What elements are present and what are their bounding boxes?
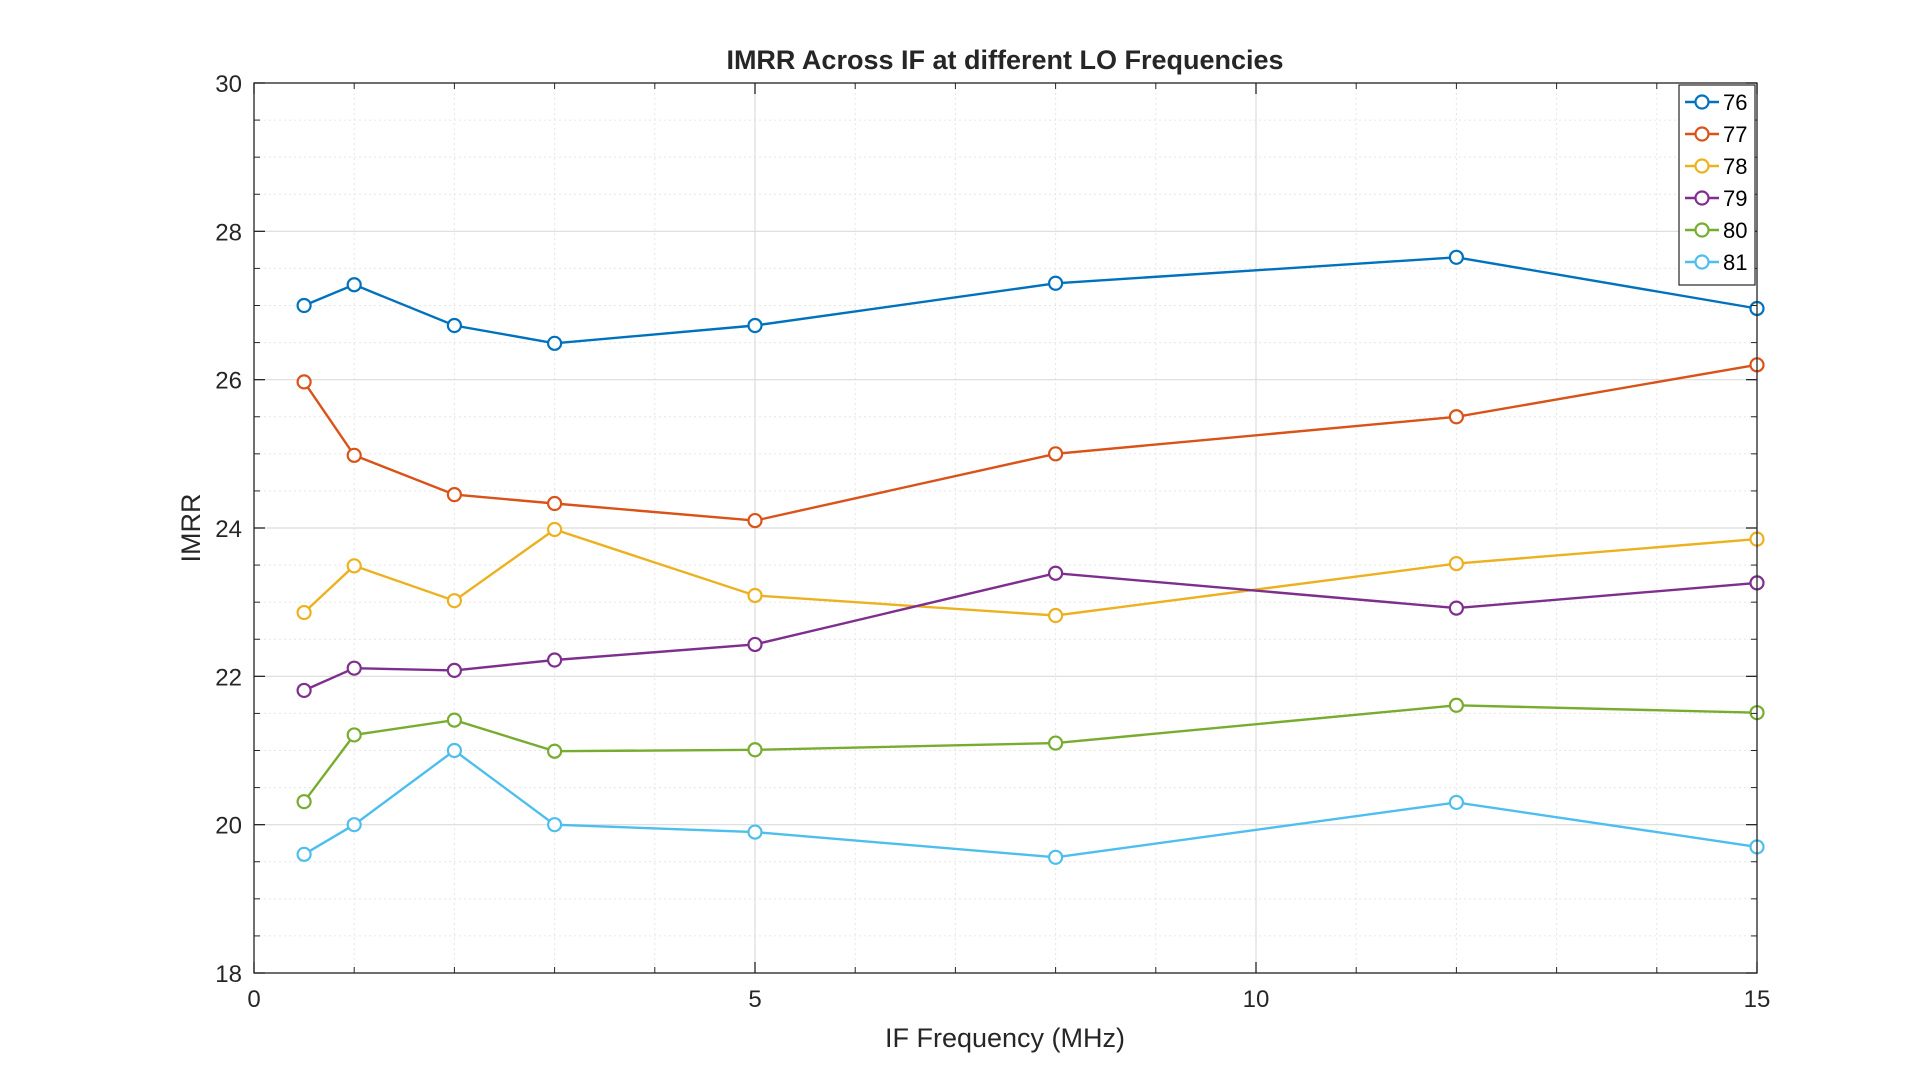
series-line-79 [303,571,1758,692]
data-point [546,521,563,538]
data-point [346,727,362,743]
data-point [446,593,462,609]
series-line-81 [303,749,1758,859]
data-point [1047,735,1064,751]
legend-marker [1694,254,1710,270]
data-point [1448,409,1465,425]
data-point [1047,446,1064,462]
data-point [446,662,462,679]
y-tick-label: 26 [215,368,242,395]
legend-item-77: 77 [1685,122,1747,147]
data-point [747,512,763,529]
series-79 [296,565,1765,699]
data-point [346,447,362,463]
data-point [1047,607,1064,624]
data-point [1047,849,1064,865]
data-point [346,558,362,574]
data-point [1448,600,1465,616]
data-point [546,743,563,759]
data-point [346,660,362,676]
data-point [296,846,312,862]
legend-marker [1694,126,1710,142]
data-point [546,652,563,668]
y-tick-label: 22 [215,664,242,691]
legend-item-81: 81 [1685,250,1747,275]
chart-title: IMRR Across IF at different LO Frequenci… [726,45,1283,75]
legend-box [1678,84,1756,286]
y-tick-label: 28 [215,219,242,246]
data-point [747,742,763,758]
data-point [446,317,462,334]
legend-label: 77 [1723,122,1747,147]
x-tick-label: 5 [748,986,761,1013]
data-point [1448,555,1465,572]
x-tick-label: 15 [1744,986,1771,1013]
data-point [446,712,462,728]
legend: 76 77 78 79 80 81 [1678,84,1756,286]
x-axis-label: IF Frequency (MHz) [885,1023,1125,1053]
data-point [346,277,362,293]
y-tick-label: 24 [215,516,242,543]
x-tick-labels: 0 5 10 15 [247,986,1770,1013]
data-point [346,817,362,833]
data-point [296,794,312,810]
data-point [1047,275,1064,291]
data-point [546,335,563,351]
data-point [1047,565,1064,581]
legend-label: 81 [1723,250,1747,275]
data-point [747,587,763,604]
data-point [546,495,563,512]
legend-item-76: 76 [1685,90,1747,115]
series-layer [296,249,1765,865]
series-81 [296,742,1765,865]
series-78 [296,521,1765,624]
legend-label: 76 [1723,90,1747,115]
series-line-80 [303,704,1758,803]
legend-item-78: 78 [1685,154,1747,179]
series-line-78 [303,528,1758,617]
data-point [1448,697,1465,713]
data-point [747,636,763,653]
data-point [1448,249,1465,265]
data-point [747,824,763,840]
x-tick-label: 10 [1243,986,1270,1013]
data-point [546,817,563,833]
data-point [446,742,462,759]
series-line-77 [303,363,1758,522]
legend-marker [1694,94,1710,110]
data-point [747,317,763,334]
data-point [296,297,312,314]
data-point [296,604,312,621]
legend-marker [1694,222,1710,238]
legend-marker [1694,190,1710,206]
legend-marker [1694,158,1710,174]
series-line-76 [303,256,1758,345]
legend-label: 80 [1723,218,1747,243]
tick-marks [253,82,1758,974]
data-point [1448,794,1465,811]
series-80 [296,697,1765,810]
y-tick-labels: 18 20 22 24 26 28 30 [215,71,242,988]
data-point [446,487,462,503]
y-tick-label: 30 [215,71,242,98]
legend-label: 78 [1723,154,1747,179]
data-point [296,682,312,699]
x-tick-label: 0 [247,986,260,1013]
legend-item-80: 80 [1685,218,1747,243]
y-tick-label: 20 [215,813,242,840]
y-tick-label: 18 [215,961,242,988]
legend-item-79: 79 [1685,186,1747,211]
y-axis-label: IMRR [176,494,206,563]
legend-label: 79 [1723,186,1747,211]
data-point [296,374,312,390]
